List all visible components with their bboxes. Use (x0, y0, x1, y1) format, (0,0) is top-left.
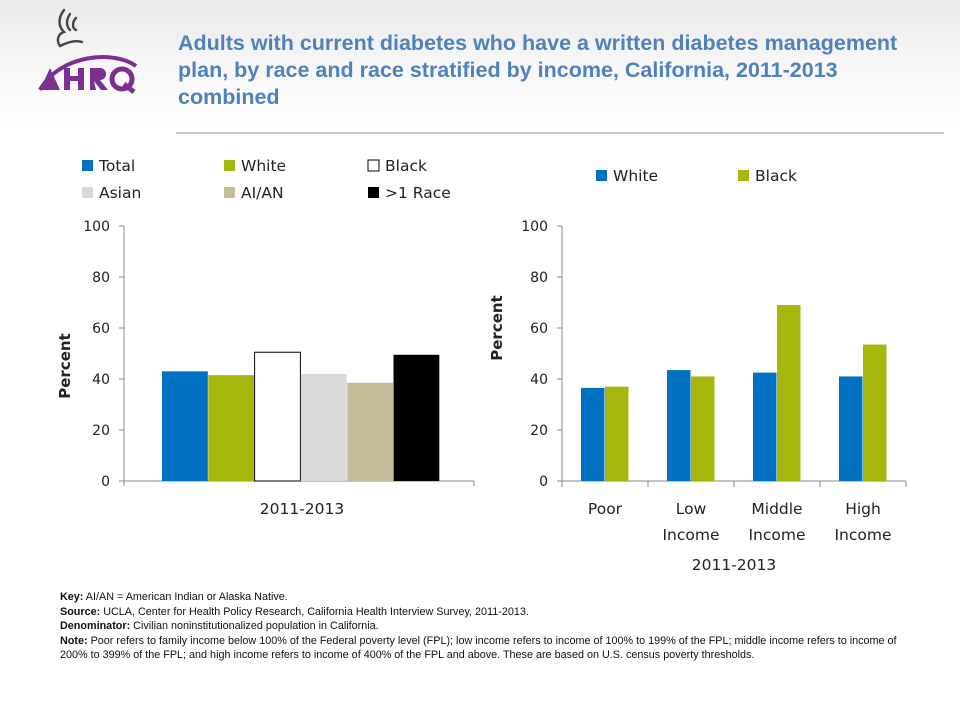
chart-race: 0 20 40 60 80 100 2011-2013 Percent Total White Bl… (56, 157, 475, 518)
bar-black-poor (605, 386, 629, 481)
x-category-label: Poor (588, 500, 623, 518)
legend-label: Asian (99, 184, 141, 202)
legend-label: White (241, 157, 286, 175)
legend-label: Total (98, 157, 135, 175)
charts-canvas: 0 20 40 60 80 100 2011-2013 Percent Total White Bl… (56, 157, 907, 574)
y-tick-label: 0 (539, 474, 548, 490)
y-axis-title: Percent (488, 295, 506, 360)
x-category-label-line: Middle (751, 500, 802, 518)
bar-ai-an (347, 382, 393, 481)
footnote-key: Key: AI/AN = American Indian or Alaska N… (60, 591, 288, 603)
y-tick-label: 0 (101, 474, 110, 490)
bar-white-high-income (839, 376, 863, 481)
bar-black-high-income (863, 344, 887, 481)
x-category-label: High Income (834, 500, 891, 544)
footnote-source: Source: UCLA, Center for Health Policy R… (60, 605, 529, 618)
legend-label: White (613, 167, 658, 185)
x-category-label-line: Income (834, 526, 891, 544)
footnote-denominator: Denominator: Civilian noninstitutionaliz… (60, 620, 379, 633)
footnote-note: Note: Poor refers to family income below… (60, 634, 897, 662)
x-category-label: Low Income (662, 500, 719, 544)
legend-label: Black (755, 167, 797, 185)
y-tick-label: 20 (530, 423, 548, 439)
y-axis-title: Percent (56, 333, 74, 398)
y-tick-label: 40 (530, 372, 548, 388)
x-category-label-line: Low (676, 500, 707, 518)
y-tick-label: 80 (530, 270, 548, 286)
hhs-eagle-icon (56, 8, 84, 48)
x-category-label: Middle Income (748, 500, 805, 544)
legend-swatch (82, 160, 93, 171)
y-tick-label: 60 (530, 321, 548, 337)
x-category-label-line: Income (662, 526, 719, 544)
bar-white-poor (581, 387, 605, 481)
chart-title: Adults with current diabetes who have a … (178, 31, 898, 109)
footnotes: Key: AI/AN = American Indian or Alaska N… (60, 590, 920, 663)
legend-swatch (224, 187, 235, 198)
bar-total (162, 371, 208, 481)
x-axis-title: 2011-2013 (692, 556, 777, 574)
legend-swatch (224, 160, 235, 171)
y-tick-label: 100 (83, 219, 110, 235)
y-tick-label: 20 (92, 423, 110, 439)
ahrq-wordmark-icon (38, 55, 138, 94)
y-tick-label: 100 (521, 219, 548, 235)
legend-swatch (82, 187, 93, 198)
x-category-label-line: High (845, 500, 881, 518)
bar-white-low-income (667, 370, 691, 481)
legend-swatch (596, 170, 607, 181)
legend-swatch (738, 170, 749, 181)
bar-asian (300, 373, 347, 481)
legend-label: Black (385, 157, 427, 175)
x-category-label: 2011-2013 (260, 500, 345, 518)
legend-label: AI/AN (241, 184, 284, 202)
bar-black-middle-income (777, 305, 801, 481)
legend-label: >1 Race (385, 184, 451, 202)
legend-swatch (367, 159, 380, 172)
bar-white (208, 375, 255, 481)
y-tick-label: 60 (92, 321, 110, 337)
y-tick-label: 40 (92, 372, 110, 388)
title-divider (176, 132, 944, 134)
y-tick-label: 80 (92, 270, 110, 286)
legend-swatch (368, 187, 379, 198)
bar-white-middle-income (753, 372, 777, 481)
bar-black (254, 351, 301, 482)
bar--1-race (393, 354, 440, 481)
ahrq-logo (38, 8, 138, 94)
bar-black-low-income (691, 376, 715, 481)
x-category-label-line: Income (748, 526, 805, 544)
